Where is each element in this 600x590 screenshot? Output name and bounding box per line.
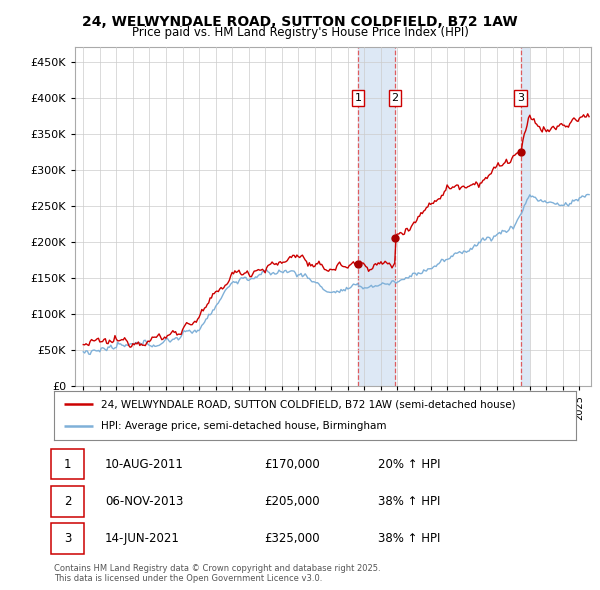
Text: 2: 2 [391,93,398,103]
Text: 1: 1 [64,457,71,471]
Text: Price paid vs. HM Land Registry's House Price Index (HPI): Price paid vs. HM Land Registry's House … [131,26,469,39]
Text: 3: 3 [64,532,71,545]
Text: Contains HM Land Registry data © Crown copyright and database right 2025.
This d: Contains HM Land Registry data © Crown c… [54,563,380,583]
Text: £325,000: £325,000 [264,532,320,545]
Text: 2: 2 [64,494,71,508]
Text: 3: 3 [517,93,524,103]
Bar [358,47,395,386]
Bar [521,47,529,386]
Text: 14-JUN-2021: 14-JUN-2021 [105,532,180,545]
Text: 1: 1 [355,93,361,103]
Text: 10-AUG-2011: 10-AUG-2011 [105,457,184,471]
Text: HPI: Average price, semi-detached house, Birmingham: HPI: Average price, semi-detached house,… [101,421,386,431]
Text: 38% ↑ HPI: 38% ↑ HPI [378,494,440,508]
Text: £205,000: £205,000 [264,494,320,508]
Text: 20% ↑ HPI: 20% ↑ HPI [378,457,440,471]
Text: 38% ↑ HPI: 38% ↑ HPI [378,532,440,545]
Text: 24, WELWYNDALE ROAD, SUTTON COLDFIELD, B72 1AW (semi-detached house): 24, WELWYNDALE ROAD, SUTTON COLDFIELD, B… [101,399,515,409]
Text: 24, WELWYNDALE ROAD, SUTTON COLDFIELD, B72 1AW: 24, WELWYNDALE ROAD, SUTTON COLDFIELD, B… [82,15,518,29]
Text: 06-NOV-2013: 06-NOV-2013 [105,494,184,508]
Text: £170,000: £170,000 [264,457,320,471]
